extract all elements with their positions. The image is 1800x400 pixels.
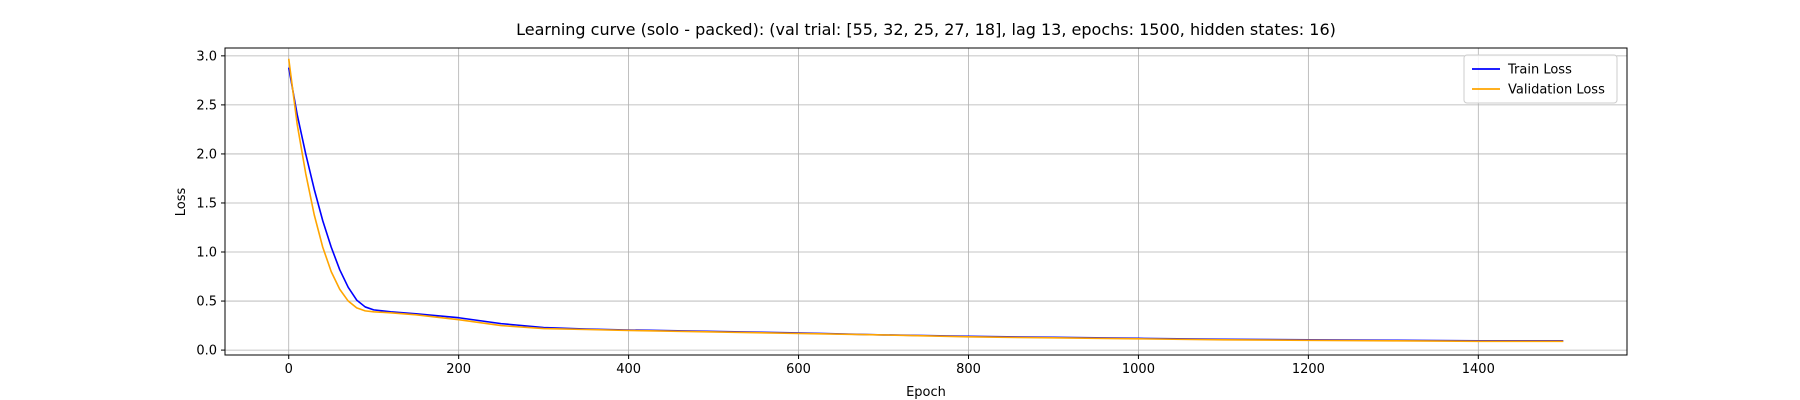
x-tick-label: 600 (786, 362, 811, 377)
y-tick-label: 1.0 (196, 246, 217, 261)
x-tick-label: 0 (285, 362, 293, 377)
plot-lines (287, 58, 1564, 343)
x-tick-label: 400 (616, 362, 641, 377)
x-tick-label: 1000 (1122, 362, 1155, 377)
legend-label: Train Loss (1507, 63, 1572, 78)
y-tick-label: 2.5 (196, 98, 217, 113)
x-tick-label: 200 (446, 362, 471, 377)
plot-frame (224, 47, 1628, 356)
grid-lines (225, 48, 1627, 355)
x-axis-label: Epoch (906, 385, 946, 400)
chart-title: Learning curve (solo - packed): (val tri… (516, 20, 1336, 39)
y-tick-label: 0.0 (196, 344, 217, 359)
legend: Train Loss Validation Loss (1463, 54, 1618, 104)
legend-label: Validation Loss (1508, 83, 1605, 98)
tick-marks: 0 200 400 600 800 1000 1200 1400 0.0 0.5 1.0 1.5 2.0… (196, 49, 1495, 377)
y-tick-label: 2.0 (196, 147, 217, 162)
y-tick-label: 3.0 (196, 49, 217, 64)
x-tick-label: 800 (956, 362, 981, 377)
y-tick-label: 1.5 (196, 196, 217, 211)
x-tick-label: 1400 (1462, 362, 1495, 377)
y-axis-label: Loss (174, 188, 189, 217)
x-tick-label: 1200 (1292, 362, 1325, 377)
y-tick-label: 0.5 (196, 295, 217, 310)
legend-box (1463, 54, 1618, 104)
validation-loss-line (287, 58, 1564, 343)
train-loss-line (287, 67, 1564, 342)
